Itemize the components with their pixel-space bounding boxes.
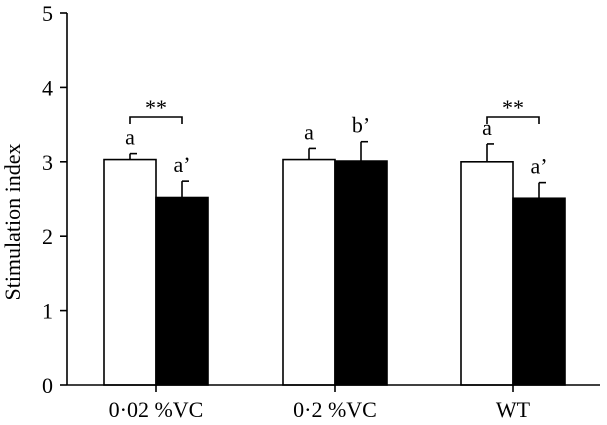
bar-0-1: [282, 158, 336, 386]
y-tick-label-1: 1: [42, 299, 53, 324]
bar-label-1-2: a’: [530, 154, 547, 179]
y-tick-label-2: 2: [42, 224, 53, 249]
bar-label-1-0: a’: [173, 152, 190, 177]
y-tick-label-3: 3: [42, 150, 53, 175]
bar-1-1: [334, 160, 388, 386]
bar-1-0: [155, 196, 209, 386]
bar-0-2: [460, 161, 514, 386]
y-axis-title: Stimulation index: [0, 143, 25, 300]
bar-0-0: [103, 158, 157, 386]
bar-1-2: [512, 197, 566, 386]
bar-label-0-1: a: [304, 119, 314, 144]
x-tick-label-0: 0·02 %VC: [109, 397, 204, 422]
significance-bracket-0: [129, 116, 183, 124]
y-tick-label-0: 0: [42, 373, 53, 398]
y-tick-label-4: 4: [42, 75, 53, 100]
significance-label-0: **: [145, 95, 167, 120]
bar-label-1-1: b’: [352, 113, 370, 138]
y-axis-title-group: Stimulation index: [0, 143, 25, 300]
chart-marks: 0 1 2 3 4 5 0·02 %VC a a’ 0·2 %VC a b’ WT a a’ ** **: [42, 1, 566, 422]
significance-bracket-1: [486, 116, 540, 124]
y-tick-label-5: 5: [42, 1, 53, 26]
x-tick-label-1: 0·2 %VC: [293, 397, 377, 422]
x-tick-label-2: WT: [496, 397, 531, 422]
bar-label-0-2: a: [482, 115, 492, 140]
bar-label-0-0: a: [125, 125, 135, 150]
significance-label-1: **: [502, 95, 524, 120]
